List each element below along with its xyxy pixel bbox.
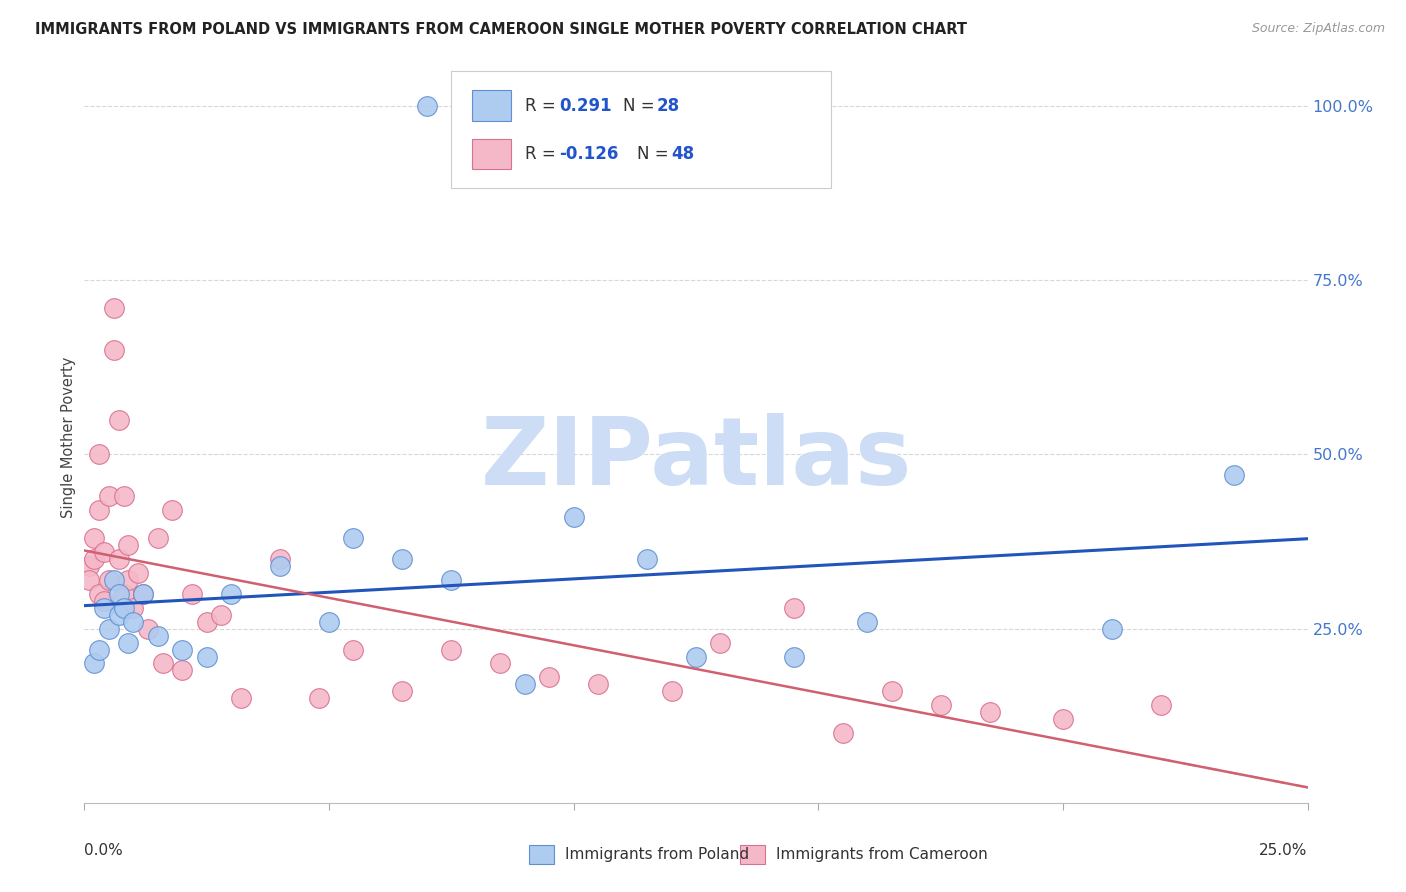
Point bbox=[107, 607, 129, 622]
Point bbox=[87, 642, 110, 657]
FancyBboxPatch shape bbox=[472, 138, 512, 169]
Y-axis label: Single Mother Poverty: Single Mother Poverty bbox=[60, 357, 76, 517]
Point bbox=[83, 552, 105, 566]
Text: N =: N = bbox=[637, 145, 673, 163]
Point bbox=[391, 552, 413, 566]
Point bbox=[87, 503, 110, 517]
Point bbox=[172, 664, 194, 678]
Point bbox=[97, 622, 120, 636]
Text: 0.291: 0.291 bbox=[560, 96, 612, 115]
Text: Immigrants from Cameroon: Immigrants from Cameroon bbox=[776, 847, 988, 862]
Point bbox=[97, 573, 120, 587]
Point bbox=[685, 649, 707, 664]
Point bbox=[308, 691, 330, 706]
Point bbox=[586, 677, 609, 691]
Point bbox=[538, 670, 561, 684]
Point bbox=[342, 642, 364, 657]
Text: Immigrants from Poland: Immigrants from Poland bbox=[565, 847, 749, 862]
Text: 0.0%: 0.0% bbox=[84, 843, 124, 858]
Point bbox=[172, 642, 194, 657]
Text: R =: R = bbox=[524, 96, 561, 115]
Point bbox=[342, 531, 364, 545]
Point bbox=[880, 684, 903, 698]
Text: ZIPatlas: ZIPatlas bbox=[481, 413, 911, 505]
Point bbox=[112, 587, 135, 601]
Point bbox=[856, 615, 879, 629]
Point bbox=[77, 558, 100, 573]
Point bbox=[136, 622, 159, 636]
Point bbox=[195, 649, 218, 664]
Point bbox=[440, 573, 463, 587]
Text: 28: 28 bbox=[657, 96, 681, 115]
Point bbox=[107, 412, 129, 426]
Point bbox=[929, 698, 952, 713]
Point bbox=[103, 573, 125, 587]
Point bbox=[87, 448, 110, 462]
Point bbox=[87, 587, 110, 601]
Point bbox=[122, 615, 145, 629]
Point bbox=[636, 552, 658, 566]
Point bbox=[107, 587, 129, 601]
Point bbox=[783, 600, 806, 615]
Point bbox=[440, 642, 463, 657]
Text: -0.126: -0.126 bbox=[560, 145, 619, 163]
Point bbox=[209, 607, 232, 622]
Point bbox=[1101, 622, 1123, 636]
Point bbox=[661, 684, 683, 698]
Point bbox=[1052, 712, 1074, 726]
Point bbox=[1150, 698, 1173, 713]
Point bbox=[103, 301, 125, 316]
Point bbox=[83, 531, 105, 545]
Point bbox=[979, 705, 1001, 719]
Point bbox=[146, 629, 169, 643]
Point bbox=[513, 677, 536, 691]
Text: 48: 48 bbox=[672, 145, 695, 163]
Point bbox=[219, 587, 242, 601]
Text: IMMIGRANTS FROM POLAND VS IMMIGRANTS FROM CAMEROON SINGLE MOTHER POVERTY CORRELA: IMMIGRANTS FROM POLAND VS IMMIGRANTS FRO… bbox=[35, 22, 967, 37]
Point bbox=[117, 538, 139, 552]
FancyBboxPatch shape bbox=[529, 845, 554, 864]
Point bbox=[127, 566, 149, 580]
Text: N =: N = bbox=[623, 96, 659, 115]
Point bbox=[107, 552, 129, 566]
FancyBboxPatch shape bbox=[740, 845, 765, 864]
Point bbox=[318, 615, 340, 629]
Point bbox=[269, 558, 291, 573]
Point bbox=[709, 635, 731, 649]
Point bbox=[93, 594, 115, 608]
Point bbox=[269, 552, 291, 566]
FancyBboxPatch shape bbox=[451, 71, 831, 188]
Point bbox=[132, 587, 155, 601]
Point bbox=[489, 657, 512, 671]
Point bbox=[93, 545, 115, 559]
Text: Source: ZipAtlas.com: Source: ZipAtlas.com bbox=[1251, 22, 1385, 36]
Point bbox=[112, 489, 135, 503]
FancyBboxPatch shape bbox=[472, 90, 512, 121]
Point bbox=[1223, 468, 1246, 483]
Point bbox=[103, 343, 125, 357]
Point bbox=[117, 573, 139, 587]
Point bbox=[562, 510, 585, 524]
Point bbox=[117, 635, 139, 649]
Point bbox=[122, 600, 145, 615]
Point bbox=[77, 573, 100, 587]
Point bbox=[181, 587, 204, 601]
Point bbox=[83, 657, 105, 671]
Point bbox=[97, 489, 120, 503]
Point bbox=[162, 503, 184, 517]
Point bbox=[416, 99, 439, 113]
Point bbox=[93, 600, 115, 615]
Point bbox=[195, 615, 218, 629]
Point bbox=[132, 587, 155, 601]
Point bbox=[229, 691, 252, 706]
Point bbox=[152, 657, 174, 671]
Point bbox=[112, 600, 135, 615]
Text: R =: R = bbox=[524, 145, 561, 163]
Point bbox=[783, 649, 806, 664]
Point bbox=[146, 531, 169, 545]
Point bbox=[831, 726, 853, 740]
Point bbox=[391, 684, 413, 698]
Text: 25.0%: 25.0% bbox=[1260, 843, 1308, 858]
